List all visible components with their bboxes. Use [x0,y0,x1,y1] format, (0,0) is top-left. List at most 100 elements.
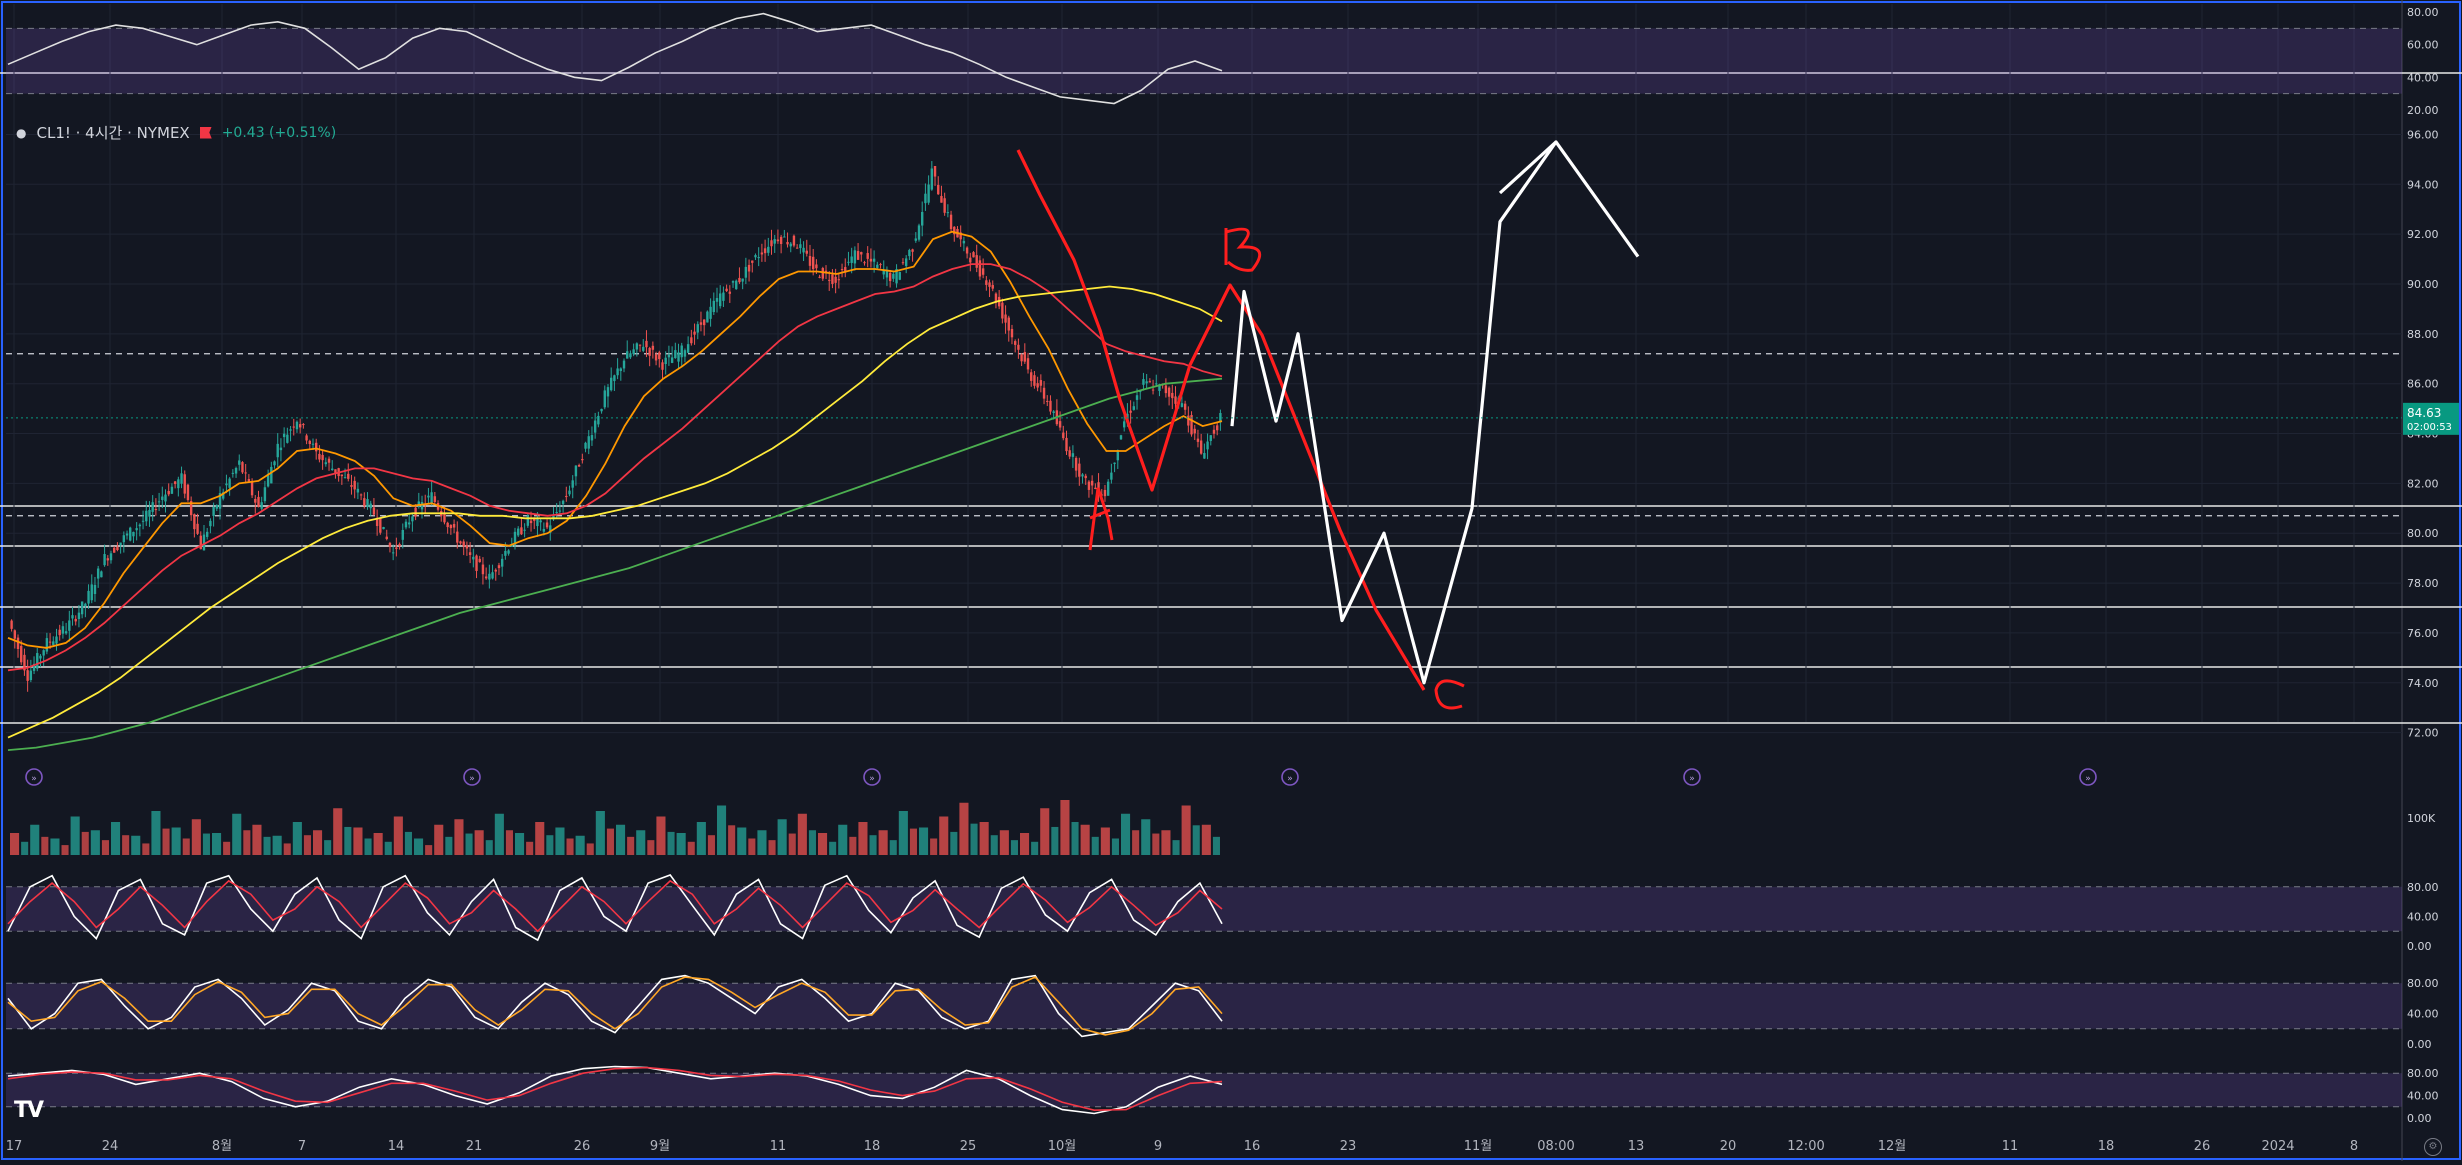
candle-body [193,514,196,530]
volume-bar [1060,800,1070,855]
candle-body [949,214,953,230]
candle-body [1103,489,1107,497]
candle-body [225,483,228,486]
candle-body [80,601,84,615]
candle-body [670,357,674,363]
gear-icon[interactable]: ⚙ [2424,1138,2442,1156]
candle-body [517,528,520,536]
candle-body [866,253,869,259]
candle-body [1148,381,1152,383]
candle-body [860,252,863,255]
candle-body [273,461,276,466]
candle-body [792,235,796,246]
candle-body [446,522,449,528]
volume-bar [364,838,372,855]
candle-body [154,509,158,511]
time-tick-label: 21 [466,1139,483,1154]
event-marker-icon [25,768,43,786]
candle-body [500,558,504,567]
flag-icon[interactable] [199,126,212,139]
candle-body [468,552,472,556]
candle-body [943,198,946,213]
candle-body [1193,428,1196,434]
price-tick-label: 90.00 [2407,278,2439,291]
candle-body [642,346,645,351]
abc-annotation [1016,149,1465,710]
candle-body [776,239,780,242]
symbol-legend[interactable]: ● CL1! · 4시간 · NYMEX +0.43 (+0.51%) [16,122,336,143]
candle-body [276,443,279,458]
volume-bar [494,813,504,855]
time-tick-label: 20 [1720,1139,1737,1154]
candle-body [1052,411,1055,413]
candle-body [988,282,991,287]
candle-body [135,528,138,531]
candle-body [132,531,135,537]
price-tick-label: 94.00 [2407,178,2439,191]
symbol-title[interactable]: CL1! · 4시간 · NYMEX [36,124,190,142]
candle-body [744,266,748,278]
candle-body [1033,375,1036,386]
price-tick-label: 76.00 [2407,627,2439,640]
candle-body [257,496,260,507]
price-tick-label: 82.00 [2407,477,2439,490]
tradingview-logo-icon[interactable]: TV [14,1098,44,1123]
moving-average-0 [7,230,1223,649]
volume-bar [90,830,100,855]
price-tick-label: 80.00 [2407,527,2439,540]
volume-panel: 100K [10,800,2436,855]
candle-body [1190,415,1193,435]
candle-body [712,300,715,313]
time-tick-label: 24 [102,1139,119,1154]
candle-body [433,496,437,502]
event-marker-glyph: » [31,774,37,784]
candle-body [292,426,295,428]
candle-body [459,541,462,544]
oscillator-1-panel: 80.00 40.00 0.00 [6,874,2439,953]
candle-body [1023,352,1027,362]
volume-bar [656,816,666,855]
candle-body [103,554,106,566]
candle-body [497,565,501,569]
candle-body [728,291,732,294]
time-tick-label: 11월 [1464,1139,1493,1154]
candle-body [321,454,324,461]
candle-body [1026,358,1030,370]
time-tick-label: 11 [770,1139,787,1154]
candle-body [340,474,344,477]
volume-bar [1121,813,1131,855]
candle-body [270,466,273,484]
candles [10,161,1222,692]
volume-bar [707,835,715,855]
candle-body [658,352,661,360]
oscillator-3-tick-label: 0.00 [2407,1112,2432,1125]
volume-bar [434,824,444,855]
candle-body [141,520,145,522]
candle-body [648,348,651,356]
candle-body [119,542,122,546]
candle-body [363,498,366,506]
candle-body [20,645,23,663]
candle-body [145,510,148,522]
candle-body [613,375,616,382]
candle-body [1183,403,1187,410]
wave-path [1016,149,1426,691]
candle-body [981,268,985,275]
candle-body [895,269,898,284]
candle-body [302,424,305,426]
candle-body [856,251,860,260]
candle-body [882,270,885,275]
candle-body [683,350,687,357]
volume-bar [142,843,150,855]
candle-body [632,349,635,355]
volume-bar [485,840,493,855]
volume-bar [61,845,69,855]
candle-body [985,280,988,285]
candle-body [924,193,927,204]
candle-body [978,260,982,277]
candle-body [937,184,940,195]
volume-bar [324,840,332,855]
candle-body [581,458,584,461]
volume-bar [21,841,29,855]
